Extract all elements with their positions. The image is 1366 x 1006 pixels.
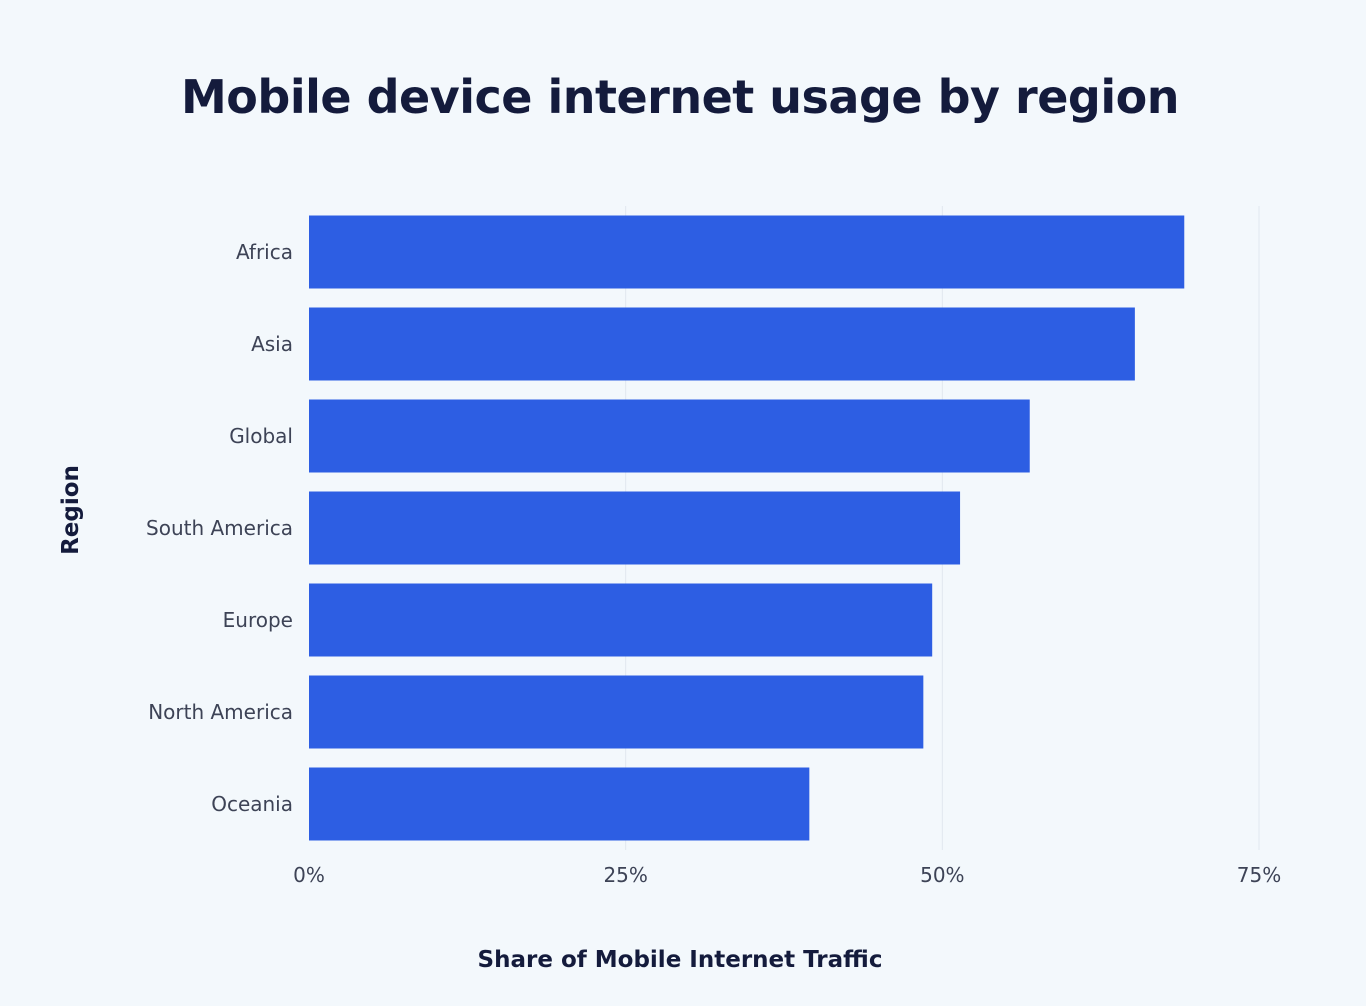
- category-label: Africa: [236, 240, 293, 264]
- category-label: North America: [148, 700, 293, 724]
- x-tick-labels: 0% 25% 50% 75%: [293, 863, 1281, 887]
- y-axis-title: Region: [58, 465, 84, 555]
- bar: [309, 215, 1185, 289]
- bar: [309, 491, 961, 565]
- category-label: Oceania: [211, 792, 293, 816]
- bar: [309, 767, 810, 841]
- category-label: South America: [146, 516, 293, 540]
- category-label: Europe: [223, 608, 293, 632]
- bar: [309, 307, 1135, 381]
- chart-title: Mobile device internet usage by region: [181, 70, 1179, 124]
- x-tick-label: 50%: [920, 863, 964, 887]
- bar: [309, 583, 933, 657]
- category-label: Global: [229, 424, 293, 448]
- category-labels: Africa Asia Global South America Europe North…: [146, 240, 293, 816]
- x-tick-label: 75%: [1237, 863, 1281, 887]
- x-axis-title: Share of Mobile Internet Traffic: [478, 947, 883, 973]
- bar: [309, 399, 1030, 473]
- category-label: Asia: [251, 332, 293, 356]
- x-tick-label: 25%: [603, 863, 647, 887]
- bar: [309, 675, 924, 749]
- x-tick-label: 0%: [293, 863, 325, 887]
- bars: [309, 215, 1185, 841]
